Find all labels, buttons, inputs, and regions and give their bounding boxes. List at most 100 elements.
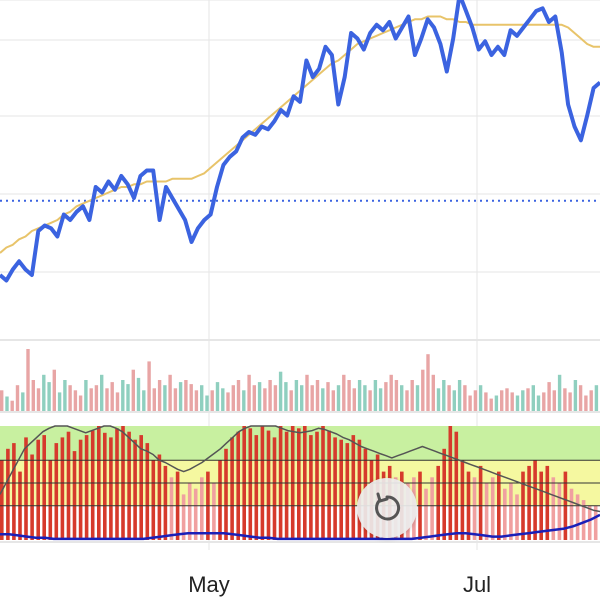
oscillator-bar bbox=[54, 443, 59, 540]
oscillator-bar bbox=[509, 483, 513, 540]
oscillator-bar bbox=[60, 437, 65, 540]
volume-bar bbox=[268, 380, 272, 411]
volume-bar bbox=[489, 398, 493, 411]
oscillator-bar bbox=[545, 465, 550, 540]
volume-bar bbox=[52, 369, 56, 411]
oscillator-bar bbox=[266, 430, 271, 540]
oscillator-bar bbox=[345, 443, 350, 540]
volume-bar bbox=[400, 385, 404, 411]
volume-bar bbox=[389, 374, 393, 411]
volume-bar bbox=[442, 380, 446, 411]
volume-bar bbox=[221, 388, 225, 411]
oscillator-bar bbox=[593, 505, 598, 540]
volume-bar bbox=[73, 390, 78, 411]
oscillator-bar bbox=[103, 432, 107, 540]
reset-zoom-button[interactable] bbox=[357, 478, 417, 538]
volume-bar bbox=[473, 390, 478, 411]
grid-lines bbox=[0, 0, 600, 550]
oscillator-bar bbox=[272, 437, 277, 540]
volume-bar bbox=[431, 374, 435, 411]
oscillator-bar bbox=[484, 483, 489, 540]
oscillator-bar bbox=[357, 439, 362, 540]
oscillator-bar bbox=[193, 488, 198, 540]
volume-bar bbox=[63, 380, 67, 411]
volume-bar bbox=[115, 392, 120, 411]
oscillator-bar bbox=[163, 465, 168, 540]
oscillator-bar bbox=[230, 437, 234, 540]
oscillator-bar bbox=[187, 483, 192, 540]
volume-bar bbox=[421, 369, 425, 411]
volume-bar bbox=[147, 361, 151, 411]
volume-bar bbox=[126, 384, 130, 411]
price-panel bbox=[0, 0, 600, 283]
volume-bar bbox=[331, 390, 335, 411]
oscillator-bar bbox=[284, 431, 289, 540]
volume-bar bbox=[110, 382, 114, 411]
oscillator-bar bbox=[0, 460, 4, 540]
volume-bar bbox=[178, 382, 183, 411]
volume-bar bbox=[21, 392, 25, 411]
volume-bar bbox=[568, 392, 572, 411]
oscillator-bar bbox=[139, 435, 143, 540]
oscillator-bar bbox=[430, 477, 434, 540]
oscillator-bar bbox=[297, 428, 301, 540]
oscillator-bar bbox=[569, 488, 574, 540]
volume-bar bbox=[426, 354, 430, 411]
volume-bar bbox=[526, 388, 530, 411]
volume-bar bbox=[357, 380, 362, 411]
volume-bar bbox=[578, 385, 583, 411]
volume-bar bbox=[121, 380, 125, 411]
volume-bar bbox=[373, 380, 378, 411]
oscillator-bar bbox=[351, 435, 356, 540]
oscillator-bar bbox=[36, 439, 40, 540]
volume-bar bbox=[405, 390, 409, 411]
oscillator-bar bbox=[12, 443, 16, 540]
volume-bar bbox=[552, 390, 556, 411]
volume-bar bbox=[384, 382, 388, 411]
volume-panel bbox=[0, 349, 599, 411]
volume-bar bbox=[142, 390, 146, 411]
oscillator-bar bbox=[248, 428, 253, 540]
oscillator-bar bbox=[90, 430, 95, 540]
oscillator-bar bbox=[109, 437, 113, 540]
volume-bar bbox=[215, 382, 220, 411]
volume-bar bbox=[500, 390, 504, 411]
oscillator-bar bbox=[581, 500, 586, 540]
volume-bar bbox=[463, 385, 467, 411]
oscillator-bar bbox=[127, 431, 131, 540]
oscillator-bar bbox=[551, 477, 556, 540]
x-tick-label-may: May bbox=[188, 572, 230, 597]
volume-bar bbox=[436, 388, 441, 411]
oscillator-bar bbox=[333, 437, 337, 540]
oscillator-bar bbox=[503, 488, 507, 540]
volume-bar bbox=[415, 385, 420, 411]
volume-bar bbox=[15, 385, 20, 411]
volume-bar bbox=[536, 395, 541, 411]
volume-bar bbox=[0, 390, 4, 411]
volume-bar bbox=[205, 395, 209, 411]
oscillator-bar bbox=[30, 454, 34, 540]
oscillator-k-line bbox=[0, 425, 600, 513]
oscillator-bar bbox=[157, 454, 162, 540]
oscillator-bar bbox=[218, 460, 222, 540]
oscillator-bar bbox=[587, 505, 592, 540]
volume-bar bbox=[10, 400, 14, 411]
oscillator-bar bbox=[42, 435, 46, 540]
volume-bar bbox=[368, 390, 372, 411]
volume-bar bbox=[468, 395, 472, 411]
volume-bar bbox=[342, 374, 346, 411]
oscillator-bar bbox=[515, 494, 519, 540]
volume-bar bbox=[68, 385, 72, 411]
oscillator-bar bbox=[115, 428, 119, 540]
volume-bar bbox=[378, 388, 383, 411]
volume-bar bbox=[484, 392, 488, 411]
volume-bar bbox=[131, 369, 135, 411]
oscillator-panel bbox=[0, 425, 600, 541]
volume-bar bbox=[300, 385, 304, 411]
oscillator-bar bbox=[478, 465, 483, 540]
volume-bar bbox=[273, 385, 278, 411]
oscillator-bar bbox=[72, 451, 77, 540]
volume-bar bbox=[226, 392, 230, 411]
oscillator-bar bbox=[212, 483, 216, 540]
